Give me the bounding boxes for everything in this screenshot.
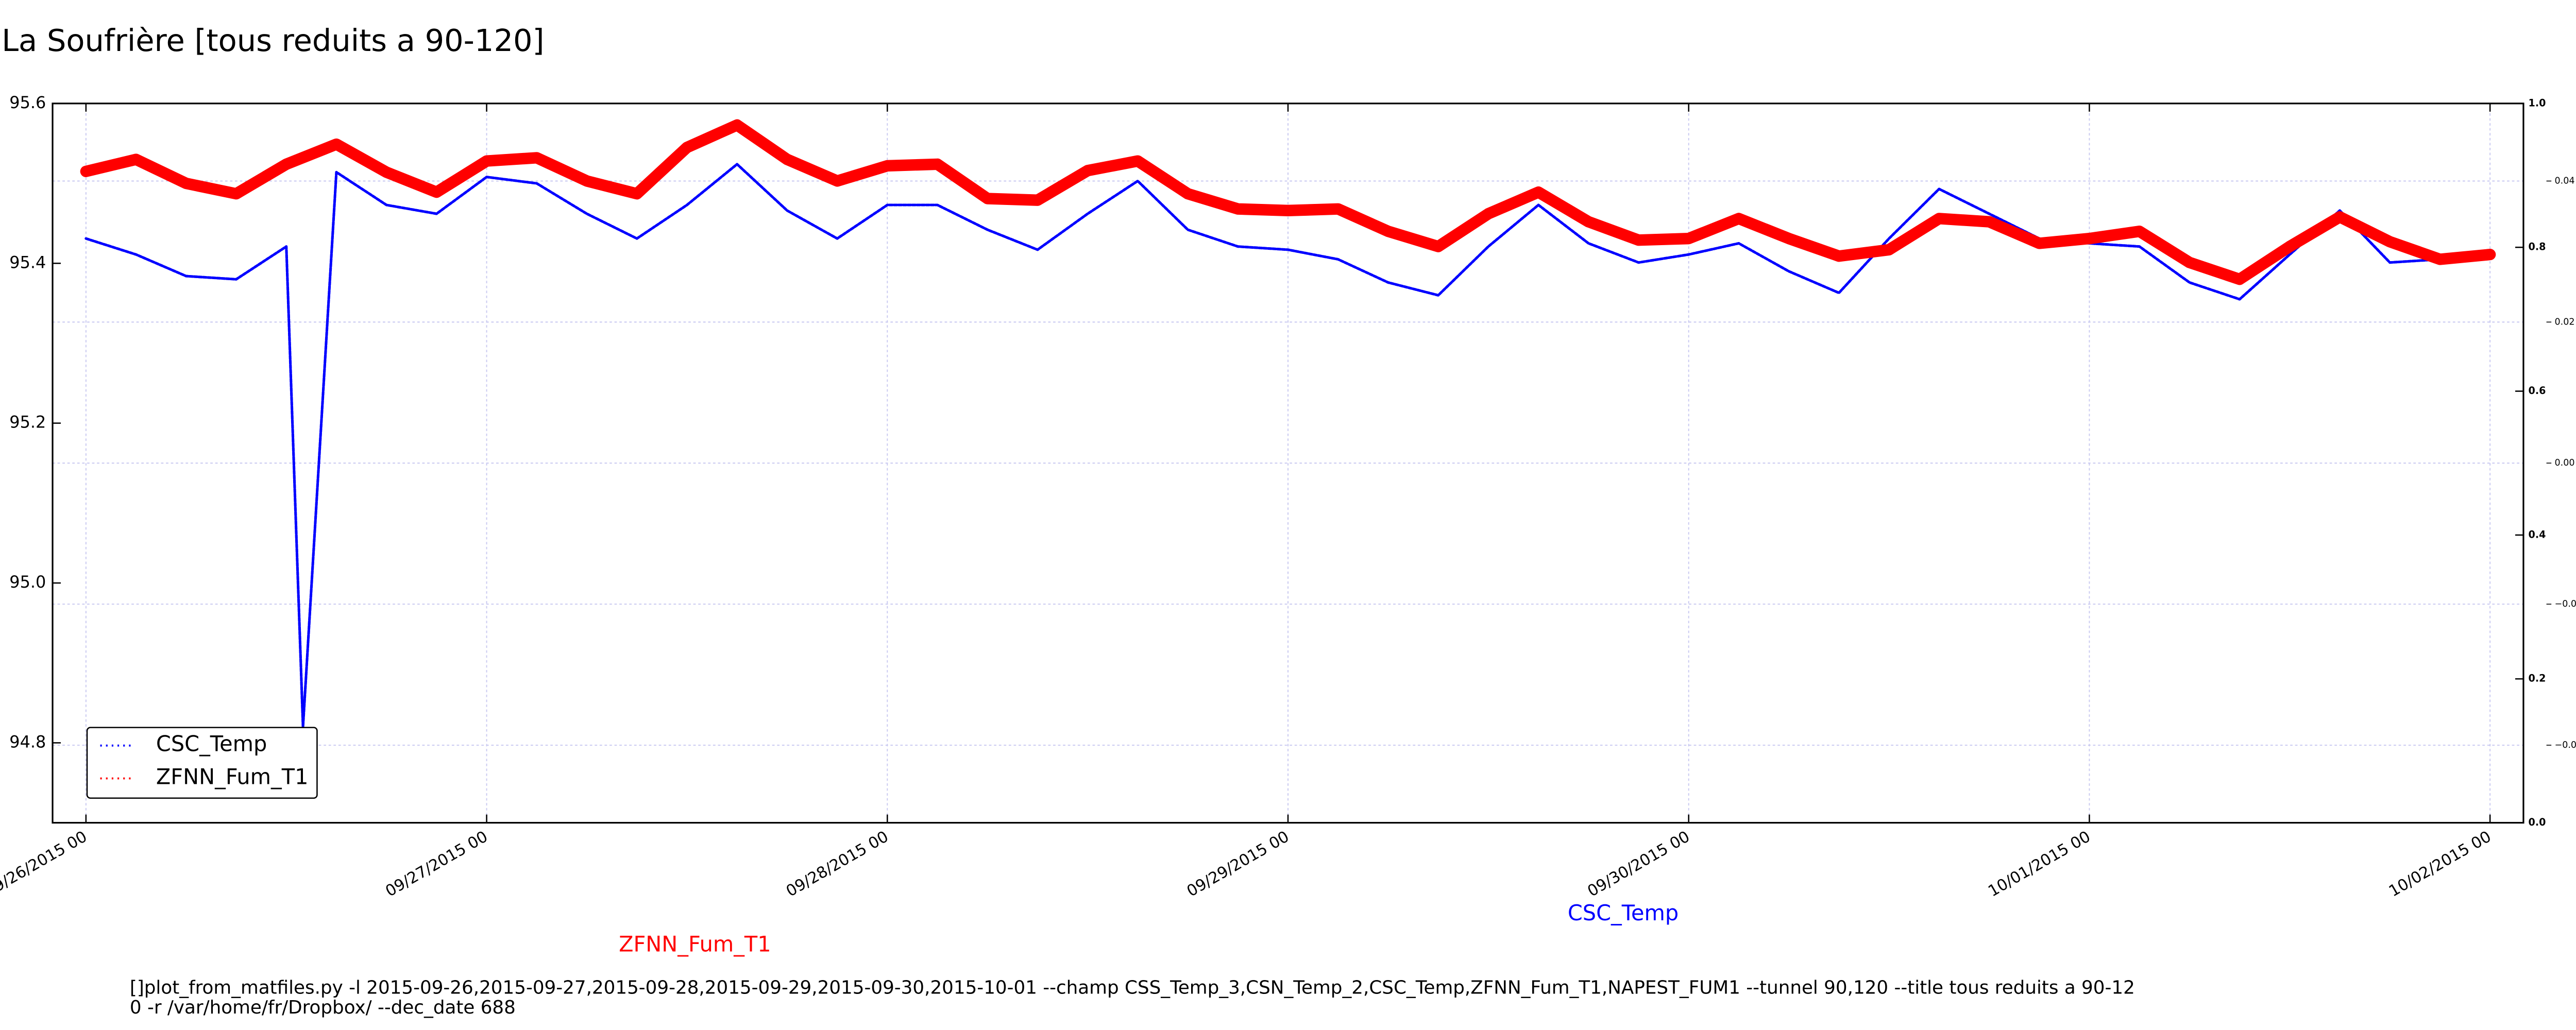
x-tick-label: 09/29/2015 00 bbox=[1184, 828, 1292, 901]
chart-title: La Soufrière [tous reduits a 90-120] bbox=[2, 23, 544, 58]
y-tick-label: 95.6 bbox=[9, 93, 46, 112]
y3-tick-label: −0.04 bbox=[2555, 740, 2576, 750]
caption: []plot_from_matfiles.py -l 2015-09-26,20… bbox=[130, 977, 2135, 999]
x-tick-label: 10/01/2015 00 bbox=[1985, 828, 2093, 901]
x-tick-label: 09/26/2015 00 bbox=[0, 828, 90, 901]
y-tick-label: 95.0 bbox=[9, 572, 46, 592]
x-tick-label: 09/30/2015 00 bbox=[1585, 828, 1693, 901]
x-tick-label: 09/27/2015 00 bbox=[382, 828, 490, 901]
y2-tick-label: 0.8 bbox=[2529, 241, 2546, 253]
legend: CSC_Temp ZFNN_Fum_T1 bbox=[86, 727, 318, 799]
y-tick-label: 94.8 bbox=[9, 732, 46, 751]
y2-tick-label: 0.2 bbox=[2529, 673, 2546, 684]
caption: 0 -r /var/home/fr/Dropbox/ --dec_date 68… bbox=[130, 997, 516, 1018]
y3-tick-label: 0.00 bbox=[2555, 458, 2575, 468]
y2-tick-label: 0.6 bbox=[2529, 385, 2546, 397]
series-line bbox=[80, 119, 2496, 285]
y2-tick-label: 0.0 bbox=[2529, 816, 2546, 828]
y-tick-label: 95.2 bbox=[9, 413, 46, 432]
y2-tick-label: 1.0 bbox=[2529, 97, 2546, 109]
y3-tick-label: −0.02 bbox=[2555, 599, 2576, 609]
y2-tick-label: 0.4 bbox=[2529, 528, 2546, 540]
y3-tick-label: 0.04 bbox=[2555, 176, 2575, 186]
x-tick-label: 10/02/2015 00 bbox=[2386, 828, 2494, 901]
y-tick-label: 95.4 bbox=[9, 252, 46, 272]
legend-box bbox=[86, 727, 318, 799]
x-tick-label: 09/28/2015 00 bbox=[783, 828, 891, 901]
annotation: ZFNN_Fum_T1 bbox=[619, 932, 771, 957]
annotation: CSC_Temp bbox=[1568, 901, 1679, 925]
y3-tick-label: 0.02 bbox=[2555, 317, 2575, 327]
legend-label: ZFNN_Fum_T1 bbox=[156, 764, 309, 789]
legend-label: CSC_Temp bbox=[156, 732, 267, 757]
